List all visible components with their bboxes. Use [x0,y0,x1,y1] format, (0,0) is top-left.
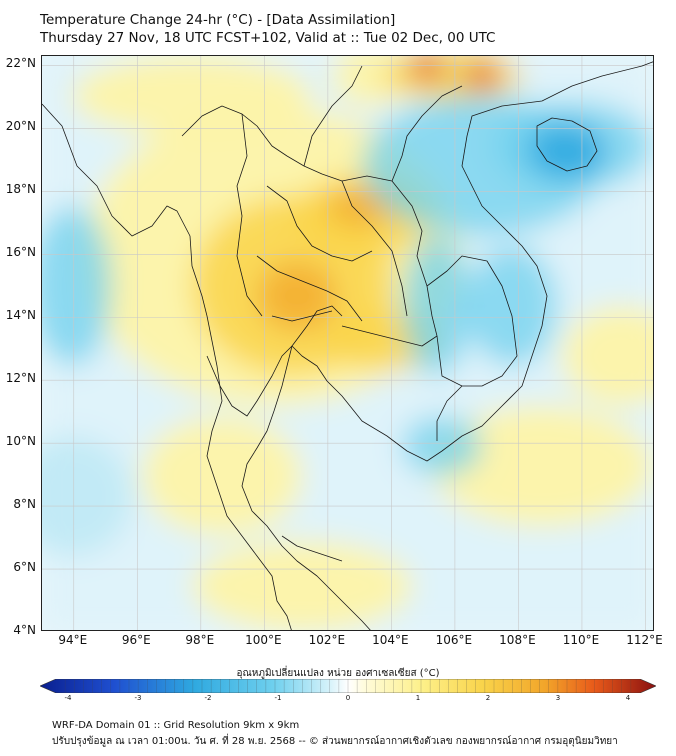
map-title: Temperature Change 24-hr (°C) - [Data As… [40,12,396,28]
cool-zone-laos-south [402,236,472,376]
longitude-label: 104°E [372,633,409,647]
graticule [42,56,653,630]
footer-credit: ปรับปรุงข้อมูล ณ เวลา 01:00น. วัน ศ. ที่… [52,736,618,747]
longitude-label: 98°E [185,633,215,647]
latitude-label: 4°N [13,623,36,637]
longitude-label: 108°E [499,633,536,647]
coastlines-and-borders [42,61,653,630]
cool-zone-andaman [42,436,132,556]
colorbar-tick-label: 4 [625,694,631,702]
warm-zone-gulf [142,416,302,536]
longitude-label: 94°E [58,633,88,647]
latitude-label: 22°N [5,56,36,71]
cool-zone-vietnam [467,246,557,366]
colorbar [40,679,656,693]
latitude-label: 20°N [5,119,36,134]
colorbar-tick-label: 1 [415,694,421,702]
warm-zone-south [192,541,412,630]
longitude-label: 96°E [121,633,151,647]
hot-spot-guangdong [464,62,500,90]
map-panel [41,55,654,631]
latitude-label: 18°N [5,182,36,197]
colorbar-tick-label: 3 [555,694,561,702]
cold-zone-hainan [527,123,607,179]
colorbar-tick-label: -3 [134,694,142,702]
temperature-map [42,56,653,630]
hot-spot-guangxi [409,56,445,82]
cool-zone-mekong [402,416,482,476]
warm-zone-east [562,306,653,406]
warm-zone-north [72,56,312,136]
colorbar-tick-label: 2 [485,694,491,702]
longitude-label: 106°E [435,633,473,647]
latitude-label: 16°N [5,245,36,260]
latitude-label: 12°N [5,371,36,386]
colorbar-tick-label: -4 [64,694,72,702]
latitude-label: 14°N [5,308,36,323]
hot-spot-bangkok [257,261,337,331]
temperature-field [42,56,653,630]
colorbar-tick-label: -1 [274,694,282,702]
colorbar-title: อุณหภูมิเปลี่ยนแปลง หน่วย องศาเซลเซียส (… [236,668,440,679]
longitude-label: 102°E [308,633,346,647]
colorbar-tick-label: -2 [204,694,212,702]
footer-resolution: WRF-DA Domain 01 :: Grid Resolution 9km … [52,720,300,731]
cool-zone-bay [42,206,112,366]
latitude-label: 10°N [5,434,36,449]
map-subtitle: Thursday 27 Nov, 18 UTC FCST+102, Valid … [40,30,496,46]
longitude-label: 110°E [562,633,600,647]
longitude-label: 112°E [626,633,663,647]
longitude-label: 100°E [245,633,282,647]
colorbar-tick-label: 0 [345,694,351,702]
latitude-label: 8°N [13,497,36,512]
latitude-label: 6°N [13,560,36,575]
warm-zone-sea [432,406,652,526]
